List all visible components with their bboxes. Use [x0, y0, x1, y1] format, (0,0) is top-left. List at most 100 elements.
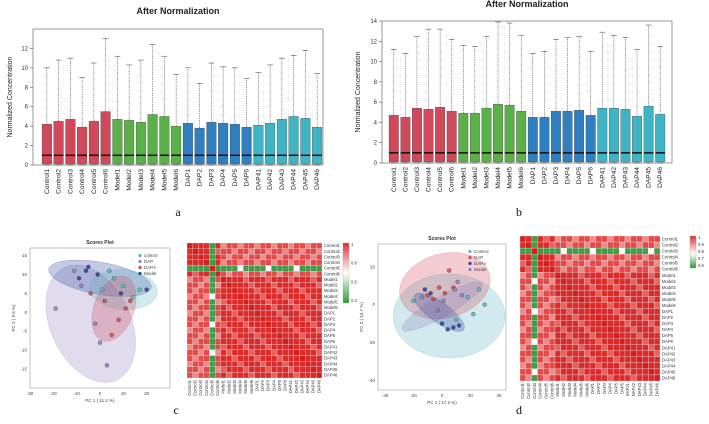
y-tick-label: -20 — [368, 340, 375, 345]
heat-col-label: Model1 — [555, 382, 560, 396]
heat-cell — [619, 241, 626, 249]
y-tick-label: 6 — [25, 105, 29, 111]
heat-cell — [619, 308, 626, 315]
score-point-Model — [459, 293, 465, 298]
x-tick-label: DAP5 — [576, 167, 583, 185]
heat-cell — [209, 332, 216, 339]
heat-cell — [589, 326, 596, 333]
heat-cell — [613, 284, 620, 291]
heat-cell — [310, 338, 317, 345]
heat-cell — [630, 314, 637, 321]
heat-cell — [613, 290, 620, 297]
y-tick-label: 10 — [22, 272, 28, 277]
heat-cell — [254, 321, 261, 328]
heat-cell — [619, 284, 626, 291]
heat-cell — [305, 338, 311, 345]
heat-cell — [648, 356, 655, 364]
heat-cell — [619, 338, 626, 345]
heat-cell — [310, 287, 317, 294]
box-Control2 — [400, 117, 411, 163]
heat-cell — [642, 284, 649, 291]
heat-cell — [601, 350, 608, 357]
heat-cell — [549, 320, 556, 327]
heat-cell — [589, 254, 596, 261]
scores-title: Scores Plot — [428, 236, 456, 242]
heat-cell — [192, 327, 199, 334]
x-axis-label: PC 1 ( 17.2 %) — [427, 400, 457, 405]
heat-col-label: Model3 — [567, 382, 572, 396]
heat-cell — [589, 350, 596, 357]
heat-cell — [642, 338, 649, 345]
heat-cell — [305, 366, 311, 373]
heat-cell — [203, 366, 210, 373]
heat-cell — [572, 308, 579, 315]
heat-cell — [220, 293, 227, 300]
heat-cell — [260, 248, 266, 255]
heat-cell — [237, 293, 244, 300]
heat-cell — [282, 248, 289, 255]
heat-cell — [595, 344, 602, 351]
heat-cell — [578, 260, 585, 267]
heat-cell — [254, 332, 261, 339]
score-point-DAP — [442, 291, 447, 296]
heat-cell — [560, 338, 567, 345]
heat-cell — [624, 374, 631, 382]
score-point-control — [100, 287, 105, 292]
heat-col-label: DAP46 — [316, 379, 321, 393]
heat-cell — [310, 321, 317, 328]
heat-cell — [293, 276, 300, 283]
x-tick-label: 0 — [441, 393, 444, 398]
heat-cell — [566, 338, 573, 345]
heat-cell — [654, 290, 661, 297]
heat-cell — [282, 349, 289, 356]
heat-row-label: DAP41 — [662, 345, 676, 350]
heat-cell — [607, 290, 614, 297]
score-point-DAP — [104, 363, 110, 368]
heat-cell — [648, 350, 655, 357]
heat-cell — [293, 282, 300, 289]
heat-cell — [519, 368, 526, 376]
heat-cell — [560, 332, 567, 339]
heat-col-label: Control4 — [204, 379, 209, 395]
x-tick-label: DAP41 — [255, 169, 262, 190]
heat-cell — [589, 278, 596, 285]
heat-cell — [572, 284, 579, 291]
heat-cell — [636, 278, 643, 285]
heat-cell — [578, 254, 585, 261]
heat-cell — [549, 241, 556, 249]
heat-cell — [607, 272, 614, 279]
heat-cell — [198, 271, 204, 277]
heat-cell — [566, 332, 573, 339]
heat-cell — [203, 248, 210, 255]
heat-cell — [271, 321, 278, 328]
box-Control4 — [77, 126, 88, 165]
heat-cell — [630, 338, 637, 345]
heat-cell — [589, 338, 596, 345]
heat-cell — [243, 349, 249, 356]
heat-cell — [560, 368, 567, 376]
heat-row-label: Control2 — [662, 243, 678, 248]
heat-cell — [619, 278, 626, 285]
heat-cell — [310, 248, 317, 255]
heat-cell — [276, 338, 283, 345]
heat-col-label: DAP6 — [619, 382, 624, 394]
heat-cell — [209, 321, 216, 328]
heat-cell — [613, 362, 620, 370]
heat-cell — [601, 241, 608, 249]
heat-cell — [186, 316, 193, 322]
heat-cell — [231, 366, 238, 373]
heat-cell — [220, 366, 227, 373]
heat-cell — [607, 320, 614, 327]
heat-cell — [198, 248, 204, 255]
heat-cell — [316, 282, 323, 289]
heat-cell — [601, 296, 608, 303]
heat-cell — [231, 293, 238, 300]
heat-cell — [519, 344, 526, 351]
heat-cell — [654, 254, 661, 261]
heat-cell — [203, 372, 210, 379]
legend-swatch — [138, 271, 142, 276]
heat-cell — [276, 265, 283, 272]
heat-cell — [572, 374, 579, 382]
heat-cell — [209, 242, 216, 249]
heat-cell — [192, 366, 199, 373]
